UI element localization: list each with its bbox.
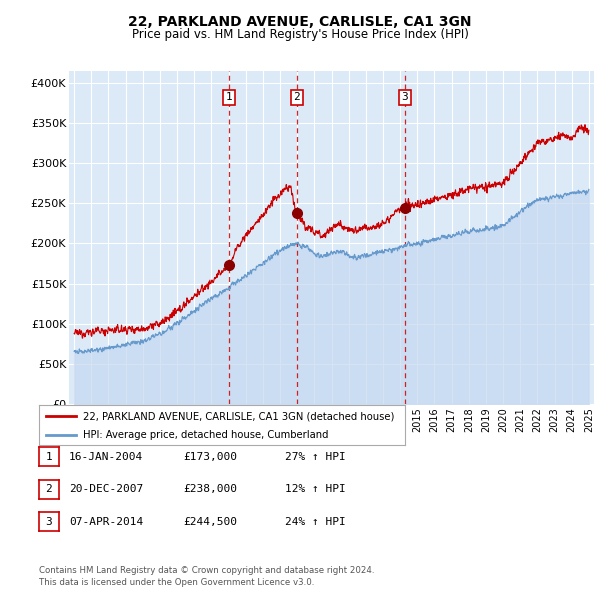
Text: 1: 1	[226, 92, 233, 102]
Text: 20-DEC-2007: 20-DEC-2007	[69, 484, 143, 494]
Text: HPI: Average price, detached house, Cumberland: HPI: Average price, detached house, Cumb…	[83, 430, 328, 440]
Text: 24% ↑ HPI: 24% ↑ HPI	[285, 517, 346, 526]
Text: 27% ↑ HPI: 27% ↑ HPI	[285, 452, 346, 461]
Text: 1: 1	[46, 452, 52, 461]
Text: 07-APR-2014: 07-APR-2014	[69, 517, 143, 526]
Text: £238,000: £238,000	[183, 484, 237, 494]
Text: 2: 2	[46, 484, 52, 494]
Text: 3: 3	[46, 517, 52, 526]
Text: 22, PARKLAND AVENUE, CARLISLE, CA1 3GN: 22, PARKLAND AVENUE, CARLISLE, CA1 3GN	[128, 15, 472, 29]
Text: £173,000: £173,000	[183, 452, 237, 461]
Text: 3: 3	[401, 92, 408, 102]
Text: 22, PARKLAND AVENUE, CARLISLE, CA1 3GN (detached house): 22, PARKLAND AVENUE, CARLISLE, CA1 3GN (…	[83, 411, 394, 421]
Text: 2: 2	[293, 92, 300, 102]
Text: 16-JAN-2004: 16-JAN-2004	[69, 452, 143, 461]
Text: Contains HM Land Registry data © Crown copyright and database right 2024.
This d: Contains HM Land Registry data © Crown c…	[39, 566, 374, 587]
Text: Price paid vs. HM Land Registry's House Price Index (HPI): Price paid vs. HM Land Registry's House …	[131, 28, 469, 41]
Text: £244,500: £244,500	[183, 517, 237, 526]
Text: 12% ↑ HPI: 12% ↑ HPI	[285, 484, 346, 494]
